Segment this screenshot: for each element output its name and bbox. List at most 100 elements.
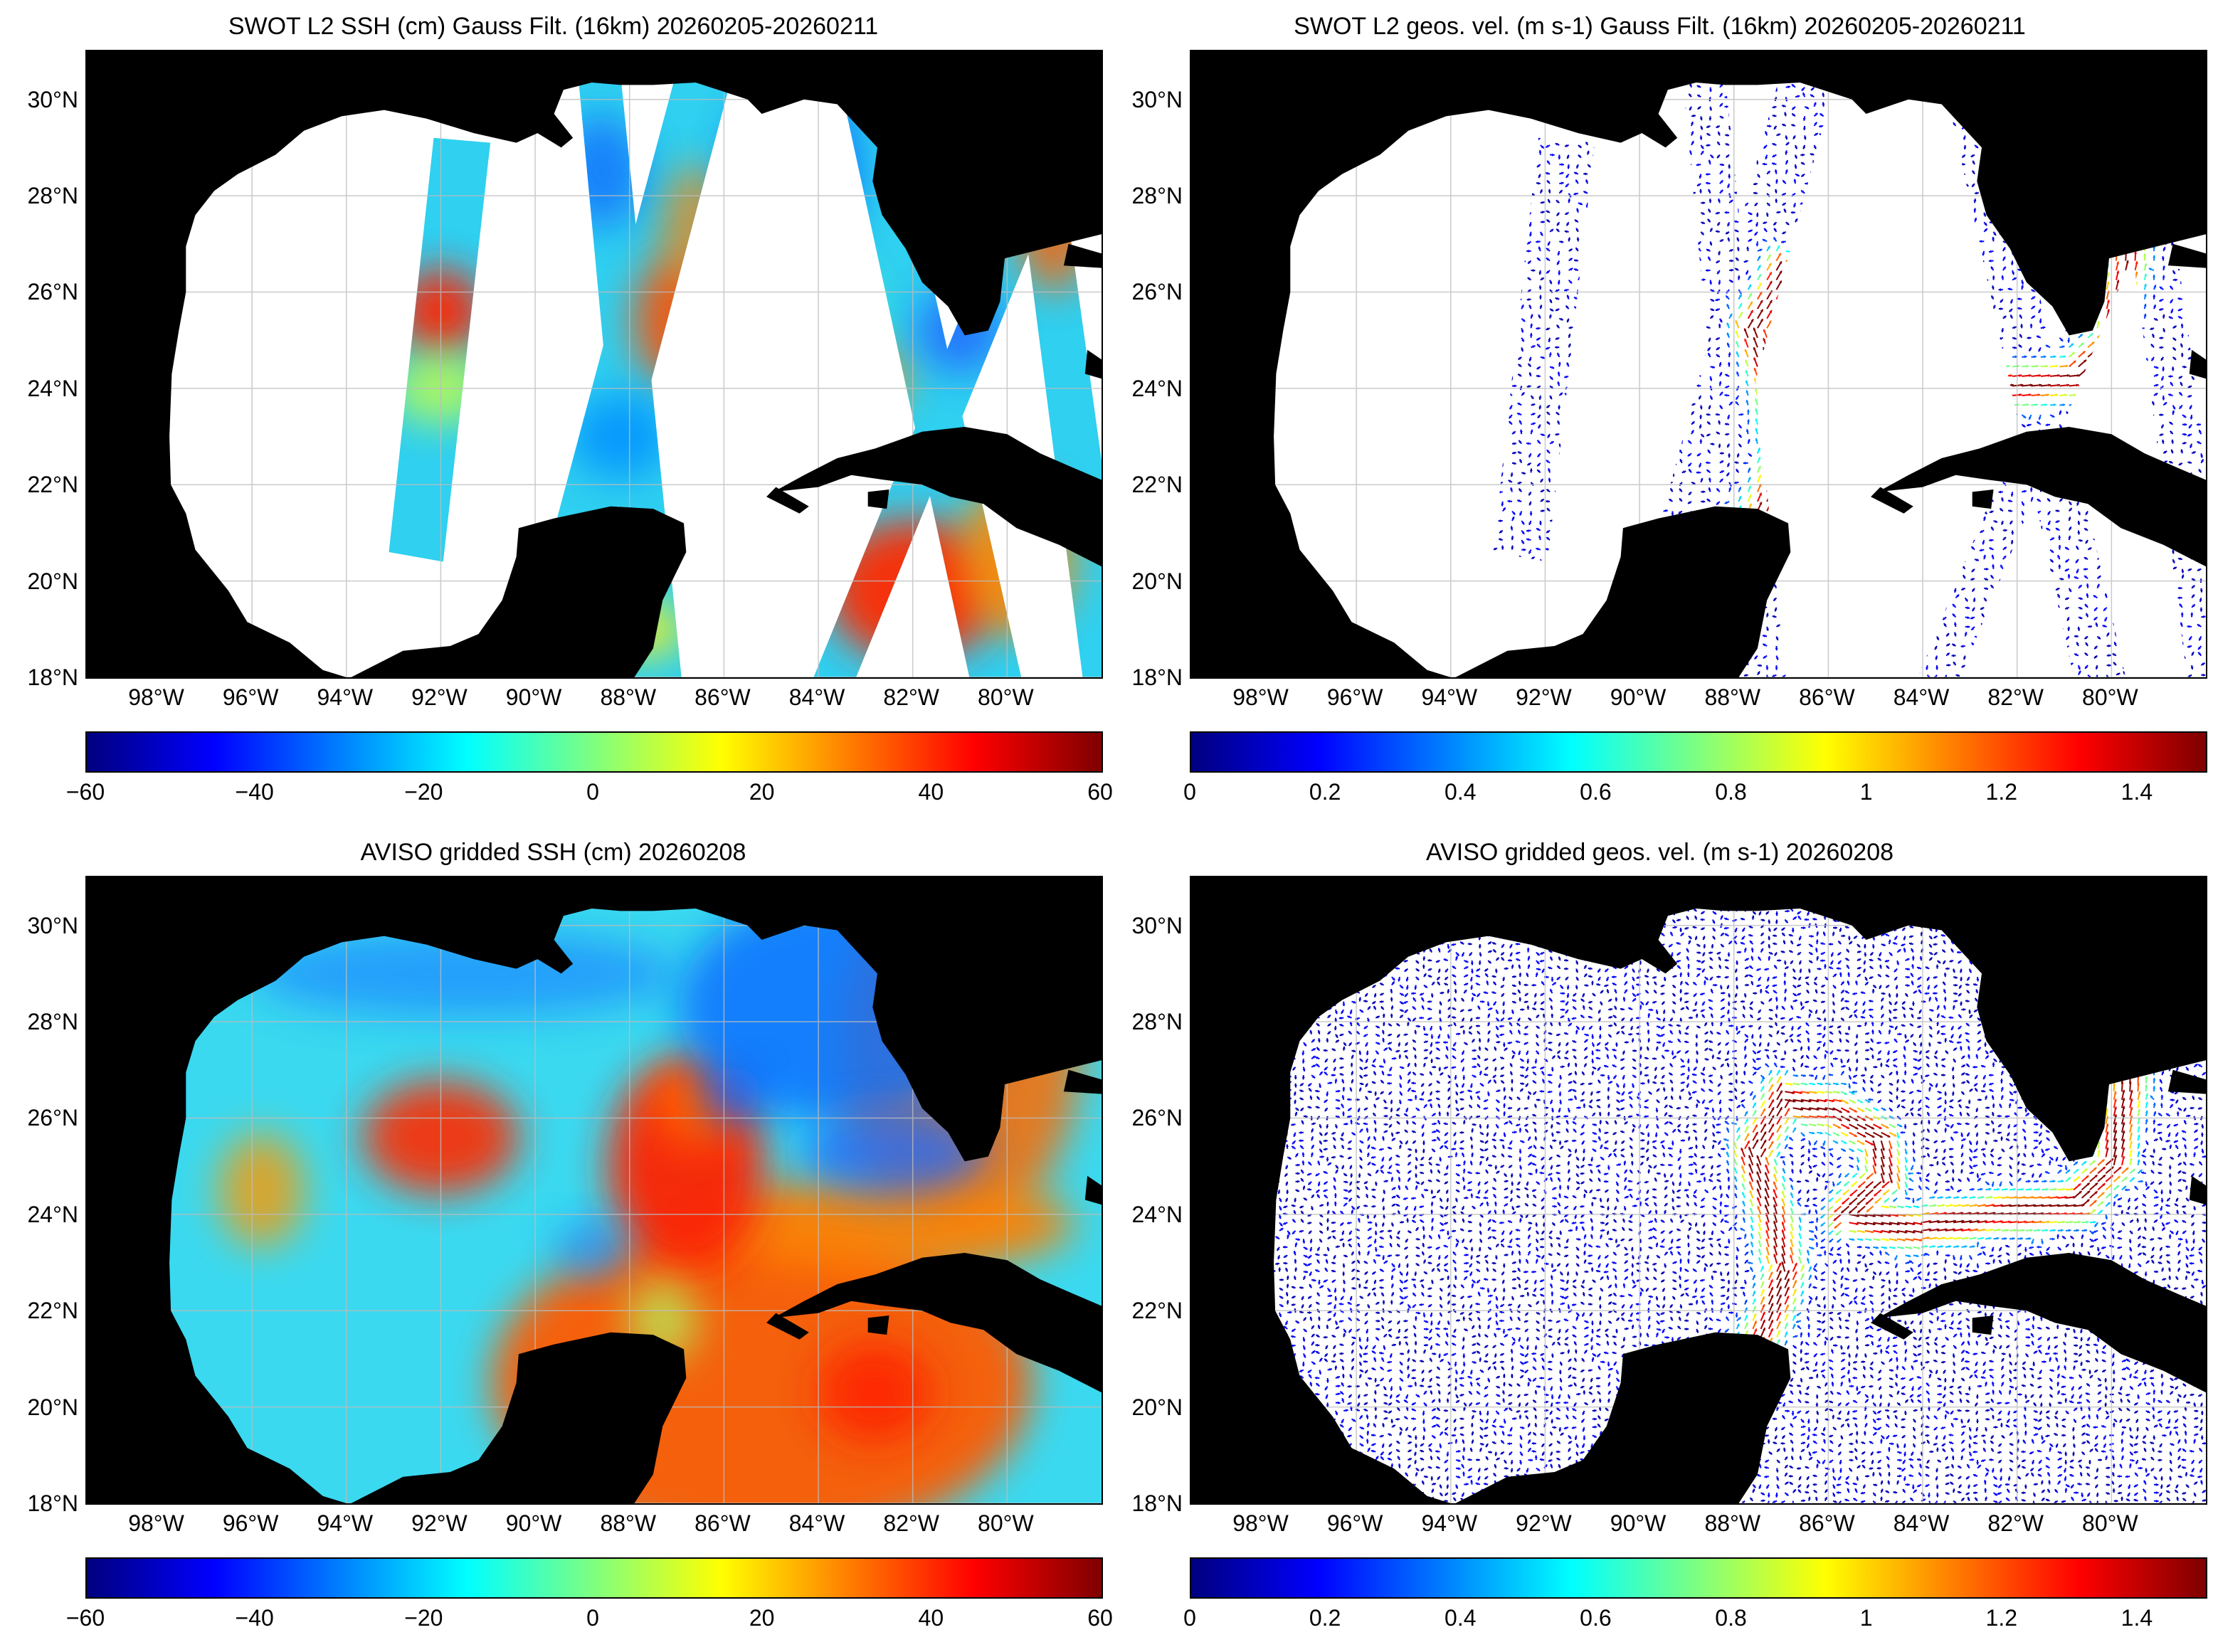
velocity-arrowhead <box>1498 519 1501 523</box>
velocity-arrowhead <box>1765 613 1769 616</box>
velocity-arrowhead <box>1546 412 1550 415</box>
velocity-arrowhead <box>1575 228 1579 231</box>
velocity-arrowhead <box>1737 275 1741 278</box>
velocity-arrowhead <box>1548 198 1551 202</box>
velocity-arrowhead <box>1755 408 1758 411</box>
velocity-arrowhead <box>1793 179 1797 182</box>
velocity-arrowhead <box>1715 211 1718 215</box>
velocity-arrowhead <box>1793 204 1797 208</box>
velocity-arrowhead <box>1748 284 1751 287</box>
velocity-arrowhead <box>1541 201 1545 204</box>
velocity-arrowhead <box>1759 502 1763 505</box>
velocity-arrowhead <box>1768 263 1772 266</box>
velocity-arrowhead <box>1767 171 1770 174</box>
velocity-arrowhead <box>1765 628 1769 631</box>
velocity-arrowhead <box>1689 83 1693 87</box>
velocity-arrowhead <box>1709 243 1713 246</box>
velocity-arrowhead <box>1560 317 1563 321</box>
velocity-arrowhead <box>1689 93 1692 97</box>
ssh-anomaly-blob <box>570 393 670 480</box>
velocity-arrowhead <box>1769 281 1773 285</box>
velocity-arrowhead <box>1514 384 1517 388</box>
velocity-arrowhead <box>1749 239 1753 242</box>
velocity-arrowhead <box>1527 277 1531 280</box>
velocity-arrowhead <box>1717 223 1721 226</box>
velocity-arrowhead <box>1709 228 1713 231</box>
velocity-arrowhead <box>1743 328 1747 332</box>
velocity-arrowhead <box>1718 420 1721 423</box>
velocity-arrowhead <box>1779 270 1782 274</box>
velocity-arrowhead <box>1772 674 1775 677</box>
land-island <box>1063 243 1102 268</box>
velocity-arrowhead <box>1749 229 1753 233</box>
velocity-arrowhead <box>1765 131 1768 134</box>
velocity-arrowhead <box>1546 421 1550 425</box>
velocity-arrowhead <box>1548 314 1552 317</box>
velocity-arrowhead <box>1691 430 1694 433</box>
velocity-arrowhead <box>1538 295 1542 298</box>
lat-tick-label: 28°N <box>0 183 79 209</box>
velocity-arrowhead <box>1706 172 1708 176</box>
lat-tick-label: 30°N <box>0 87 79 113</box>
velocity-arrowhead <box>1772 154 1775 157</box>
velocity-arrowhead <box>1508 480 1511 483</box>
velocity-arrowhead <box>1785 150 1788 154</box>
velocity-arrowhead <box>1565 175 1569 178</box>
velocity-arrowhead <box>1717 142 1721 145</box>
velocity-arrowhead <box>1718 323 1721 327</box>
velocity-arrowhead <box>1560 240 1564 243</box>
velocity-arrowhead <box>1551 366 1555 369</box>
velocity-arrowhead <box>1521 339 1524 342</box>
velocity-arrowhead <box>1743 461 1746 465</box>
velocity-arrowhead <box>1549 396 1553 400</box>
velocity-arrowhead <box>1753 337 1756 341</box>
velocity-arrowhead <box>1775 657 1779 660</box>
velocity-arrowhead <box>1547 180 1550 184</box>
velocity-arrowhead <box>1735 330 1738 334</box>
velocity-arrowhead <box>1748 477 1751 480</box>
velocity-arrowhead <box>1558 272 1561 275</box>
velocity-arrowhead <box>1517 413 1521 415</box>
velocity-arrowhead <box>1699 465 1702 467</box>
velocity-arrowhead <box>1711 443 1715 446</box>
velocity-arrowhead <box>1745 380 1748 383</box>
velocity-arrowhead <box>1536 528 1540 531</box>
velocity-arrowhead <box>1736 469 1739 472</box>
velocity-arrowhead <box>1529 333 1533 336</box>
velocity-arrowhead <box>1810 95 1814 97</box>
velocity-arrowhead <box>1745 390 1749 393</box>
velocity-arrowhead <box>1700 477 1704 481</box>
velocity-arrowhead <box>1801 174 1805 177</box>
velocity-arrowhead <box>1749 292 1752 296</box>
velocity-arrowhead <box>1699 425 1702 429</box>
velocity-arrowhead <box>1806 106 1810 110</box>
velocity-arrowhead <box>1546 210 1549 213</box>
velocity-arrowhead <box>1697 242 1701 245</box>
velocity-arrowhead <box>1556 228 1560 232</box>
velocity-arrowhead <box>1736 361 1739 365</box>
velocity-arrowhead <box>1542 356 1546 359</box>
velocity-arrowhead <box>1550 376 1553 380</box>
velocity-arrowhead <box>1696 453 1700 456</box>
velocity-arrowhead <box>1724 501 1728 504</box>
velocity-arrowhead <box>1745 429 1749 433</box>
velocity-arrowhead <box>1529 468 1533 472</box>
velocity-arrowhead <box>1782 105 1785 108</box>
velocity-arrowhead <box>1557 223 1560 226</box>
velocity-arrowhead <box>1782 180 1786 184</box>
velocity-arrowhead <box>1536 547 1539 551</box>
velocity-arrowhead <box>1716 502 1719 505</box>
velocity-arrowhead <box>1536 386 1540 388</box>
velocity-arrowhead <box>1739 303 1743 307</box>
velocity-arrowhead <box>1528 364 1531 366</box>
velocity-arrowhead <box>1758 265 1761 268</box>
velocity-arrowhead <box>1724 393 1728 397</box>
velocity-arrowhead <box>1537 454 1541 457</box>
velocity-arrowhead <box>1509 415 1512 419</box>
velocity-arrowhead <box>1708 208 1711 212</box>
velocity-arrowhead <box>1759 664 1763 667</box>
velocity-arrowhead <box>1546 537 1550 540</box>
velocity-arrowhead <box>1767 203 1770 206</box>
velocity-arrowhead <box>1532 345 1536 349</box>
velocity-arrowhead <box>1716 337 1719 340</box>
